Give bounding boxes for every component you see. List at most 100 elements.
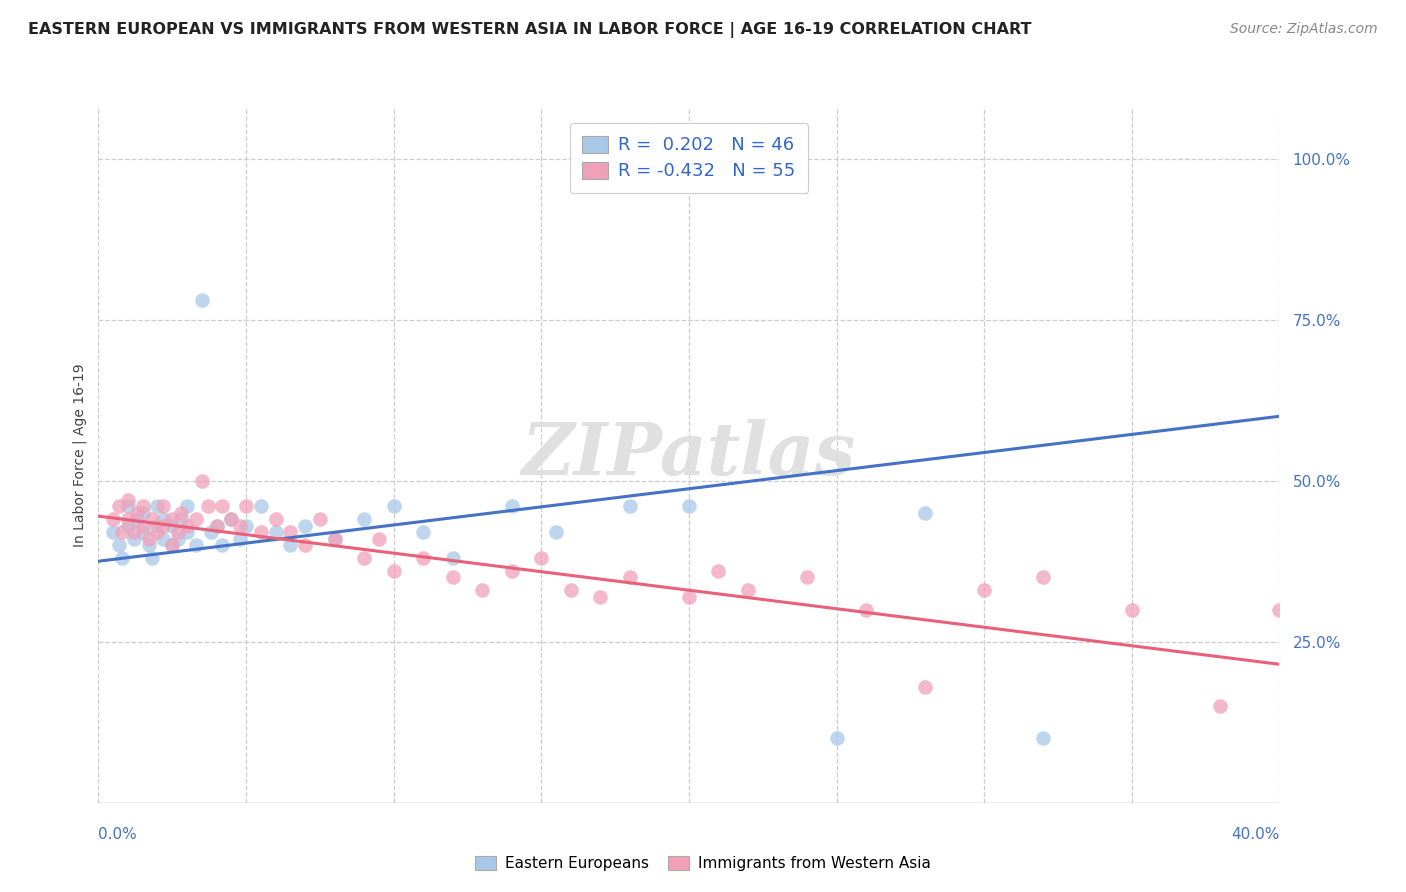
Point — [132, 500, 155, 514]
Point — [294, 518, 316, 533]
Point — [117, 518, 139, 533]
Point — [368, 532, 391, 546]
Point — [205, 518, 228, 533]
Point — [184, 538, 207, 552]
Point — [138, 538, 160, 552]
Point — [103, 512, 125, 526]
Point — [152, 518, 174, 533]
Point — [122, 532, 145, 546]
Text: 0.0%: 0.0% — [98, 827, 138, 841]
Point — [200, 525, 222, 540]
Point — [152, 500, 174, 514]
Point — [353, 551, 375, 566]
Point — [125, 506, 148, 520]
Point — [678, 590, 700, 604]
Point — [197, 500, 219, 514]
Point — [1268, 602, 1291, 616]
Point — [264, 512, 287, 526]
Point — [973, 583, 995, 598]
Point — [211, 500, 233, 514]
Point — [229, 532, 252, 546]
Point — [323, 532, 346, 546]
Point — [141, 551, 163, 566]
Point — [278, 525, 302, 540]
Point — [111, 525, 134, 540]
Point — [117, 500, 139, 514]
Point — [117, 512, 139, 526]
Point — [619, 570, 641, 584]
Point — [117, 493, 139, 508]
Point — [111, 551, 134, 566]
Point — [146, 500, 169, 514]
Point — [229, 518, 252, 533]
Point — [162, 512, 183, 526]
Legend: Eastern Europeans, Immigrants from Western Asia: Eastern Europeans, Immigrants from Weste… — [468, 849, 938, 877]
Point — [162, 538, 183, 552]
Point — [1032, 570, 1054, 584]
Point — [250, 500, 273, 514]
Point — [501, 500, 523, 514]
Point — [211, 538, 233, 552]
Point — [855, 602, 877, 616]
Point — [132, 525, 155, 540]
Point — [132, 518, 155, 533]
Point — [796, 570, 818, 584]
Text: Source: ZipAtlas.com: Source: ZipAtlas.com — [1230, 22, 1378, 37]
Point — [235, 500, 257, 514]
Point — [914, 680, 936, 694]
Point — [219, 512, 242, 526]
Legend: R =  0.202   N = 46, R = -0.432   N = 55: R = 0.202 N = 46, R = -0.432 N = 55 — [569, 123, 808, 194]
Point — [441, 551, 464, 566]
Point — [1209, 699, 1232, 714]
Point — [152, 532, 174, 546]
Point — [560, 583, 582, 598]
Point — [132, 506, 155, 520]
Point — [108, 538, 131, 552]
Point — [176, 500, 198, 514]
Point — [294, 538, 316, 552]
Text: 40.0%: 40.0% — [1232, 827, 1279, 841]
Point — [191, 293, 214, 308]
Point — [309, 512, 332, 526]
Point — [146, 518, 169, 533]
Y-axis label: In Labor Force | Age 16-19: In Labor Force | Age 16-19 — [73, 363, 87, 547]
Point — [170, 512, 193, 526]
Text: EASTERN EUROPEAN VS IMMIGRANTS FROM WESTERN ASIA IN LABOR FORCE | AGE 16-19 CORR: EASTERN EUROPEAN VS IMMIGRANTS FROM WEST… — [28, 22, 1032, 38]
Point — [176, 518, 198, 533]
Point — [167, 525, 190, 540]
Point — [1032, 731, 1054, 746]
Point — [1121, 602, 1143, 616]
Point — [471, 583, 494, 598]
Point — [235, 518, 257, 533]
Point — [162, 538, 183, 552]
Point — [170, 506, 193, 520]
Point — [737, 583, 759, 598]
Point — [530, 551, 553, 566]
Point — [167, 532, 190, 546]
Point — [176, 525, 198, 540]
Point — [382, 500, 405, 514]
Point — [184, 512, 207, 526]
Point — [323, 532, 346, 546]
Point — [353, 512, 375, 526]
Point — [138, 532, 160, 546]
Point — [382, 564, 405, 578]
Point — [191, 474, 214, 488]
Point — [219, 512, 242, 526]
Point — [707, 564, 730, 578]
Point — [162, 518, 183, 533]
Point — [412, 525, 434, 540]
Point — [250, 525, 273, 540]
Point — [278, 538, 302, 552]
Point — [152, 512, 174, 526]
Point — [589, 590, 612, 604]
Point — [825, 731, 848, 746]
Point — [146, 525, 169, 540]
Point — [205, 518, 228, 533]
Point — [914, 506, 936, 520]
Point — [501, 564, 523, 578]
Point — [125, 512, 148, 526]
Point — [546, 525, 568, 540]
Point — [441, 570, 464, 584]
Point — [412, 551, 434, 566]
